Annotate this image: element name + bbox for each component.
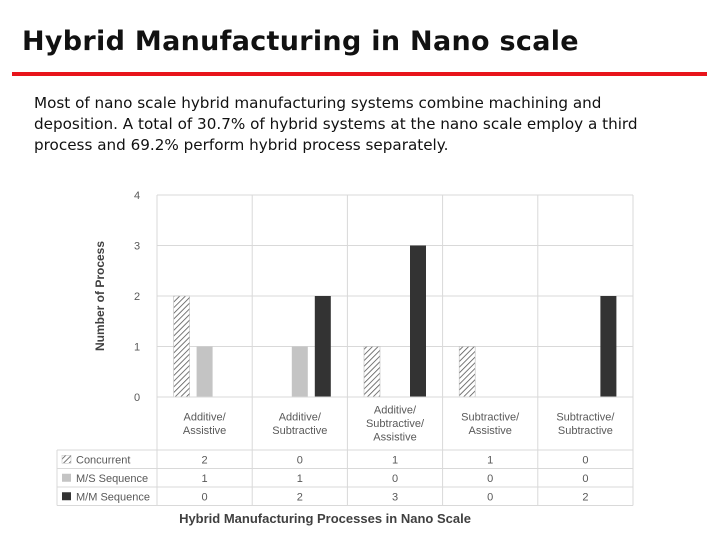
x-axis-title: Hybrid Manufacturing Processes in Nano S… (179, 511, 471, 526)
table-value: 0 (487, 473, 493, 485)
legend-label: M/S Sequence (76, 473, 148, 485)
table-value: 1 (487, 454, 493, 466)
table-value: 0 (392, 473, 398, 485)
table-value: 0 (297, 454, 303, 466)
table-value: 2 (582, 491, 588, 503)
table-value: 0 (582, 473, 588, 485)
bar-concurrent (173, 295, 190, 398)
bar-concurrent (363, 346, 381, 398)
table-value: 2 (202, 454, 208, 466)
legend-label: M/M Sequence (76, 491, 150, 503)
x-category-label: Subtractive/ (366, 418, 425, 430)
x-category-label: Subtractive (558, 425, 613, 437)
y-tick-label: 1 (134, 342, 140, 354)
x-category-label: Assistive (183, 425, 226, 437)
x-category-label: Subtractive (272, 425, 327, 437)
x-category-label: Assistive (373, 432, 416, 444)
bar-m-s-sequence (291, 346, 308, 397)
bar-m-s-sequence (196, 346, 213, 397)
table-value: 1 (392, 454, 398, 466)
y-tick-label: 2 (134, 291, 140, 303)
bar-concurrent (458, 346, 476, 398)
legend-key-concurrent (61, 455, 72, 464)
bar-m-m-sequence (410, 245, 426, 397)
x-category-label: Additive/ (183, 411, 226, 423)
x-category-label: Additive/ (279, 411, 322, 423)
title-rule (12, 72, 707, 76)
y-tick-label: 3 (134, 241, 140, 253)
table-value: 0 (202, 491, 208, 503)
table-value: 1 (202, 473, 208, 485)
bar-m-m-sequence (600, 296, 617, 397)
table-value: 3 (392, 491, 398, 503)
table-value: 0 (582, 454, 588, 466)
y-tick-label: 4 (134, 190, 140, 202)
table-value: 0 (487, 491, 493, 503)
x-category-label: Assistive (468, 425, 511, 437)
legend-key-m-s-sequence (62, 473, 71, 482)
y-axis-label: Number of Process (93, 241, 107, 351)
x-category-label: Additive/ (374, 405, 417, 417)
x-category-label: Subtractive/ (461, 411, 520, 423)
legend-key-m-m-sequence (62, 492, 71, 501)
table-value: 2 (297, 491, 303, 503)
x-category-label: Subtractive/ (556, 411, 615, 423)
bar-m-m-sequence (314, 296, 331, 397)
y-tick-label: 0 (134, 392, 140, 404)
slide-title: Hybrid Manufacturing in Nano scale (22, 26, 579, 57)
slide-body-text: Most of nano scale hybrid manufacturing … (34, 94, 638, 154)
table-value: 1 (297, 473, 303, 485)
legend-label: Concurrent (76, 454, 130, 466)
